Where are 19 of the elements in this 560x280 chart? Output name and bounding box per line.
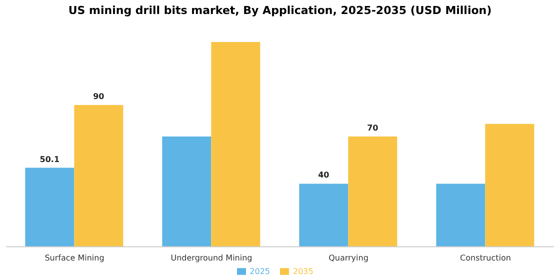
data-label: 70: [367, 123, 379, 132]
legend-label: 2035: [293, 266, 314, 276]
bar: [211, 42, 260, 247]
bar: [436, 184, 486, 247]
data-label: 50.1: [40, 154, 60, 164]
bar: [485, 124, 534, 247]
bar: [74, 104, 124, 247]
bar: [299, 184, 348, 247]
data-label: 40: [318, 170, 330, 180]
data-label: 90: [93, 92, 105, 101]
x-tick-label: Surface Mining: [44, 253, 104, 262]
x-tick-label: Underground Mining: [170, 253, 252, 262]
bar: [25, 168, 74, 247]
legend-label: 2025: [250, 266, 270, 276]
x-tick-label: Construction: [460, 253, 511, 262]
bar: [162, 136, 212, 247]
chart-title: US mining drill bits market, By Application, 2025-2035 (USD Million): [67, 4, 493, 19]
bar: [348, 136, 398, 247]
x-tick-label: Quarrying: [328, 253, 368, 262]
